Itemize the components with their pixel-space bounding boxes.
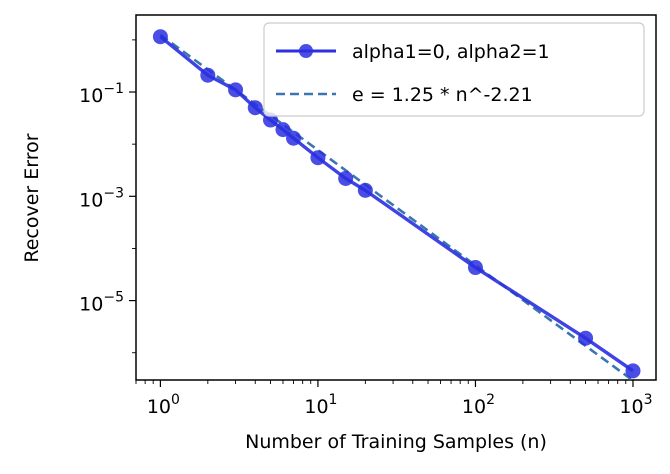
x-tick-label-3: 103 — [619, 392, 652, 418]
data-point — [578, 330, 594, 346]
data-point — [152, 29, 168, 45]
data-point — [310, 150, 326, 166]
data-point — [357, 182, 373, 198]
data-point — [275, 122, 291, 138]
x-axis-ticks: 100 101 102 103 — [135, 380, 653, 418]
y-tick-label-0: 10−1 — [79, 81, 124, 107]
y-tick-label-2: 10−5 — [79, 290, 124, 316]
data-point — [228, 82, 244, 98]
y-axis-title: Recover Error — [21, 133, 43, 262]
data-point — [338, 170, 354, 186]
x-tick-label-1: 101 — [304, 392, 337, 418]
legend-box — [263, 22, 645, 117]
x-axis-title: Number of Training Samples (n) — [245, 431, 547, 453]
y-axis-ticks: 10−1 10−3 10−5 — [79, 39, 136, 354]
data-point — [247, 100, 263, 116]
x-tick-label-0: 100 — [147, 392, 180, 418]
x-tick-label-2: 102 — [462, 392, 495, 418]
series-layer — [152, 29, 641, 382]
data-point — [200, 67, 216, 83]
legend-label-series-0: alpha1=0, alpha2=1 — [352, 41, 550, 63]
legend-label-series-1: e = 1.25 * n^-2.21 — [352, 84, 533, 106]
y-tick-label-1: 10−3 — [79, 185, 124, 211]
data-point — [467, 260, 483, 276]
data-point — [625, 363, 641, 379]
data-point — [286, 130, 302, 146]
legend: alpha1=0, alpha2=1 e = 1.25 * n^-2.21 — [263, 22, 645, 117]
legend-marker-series-0 — [299, 44, 313, 58]
